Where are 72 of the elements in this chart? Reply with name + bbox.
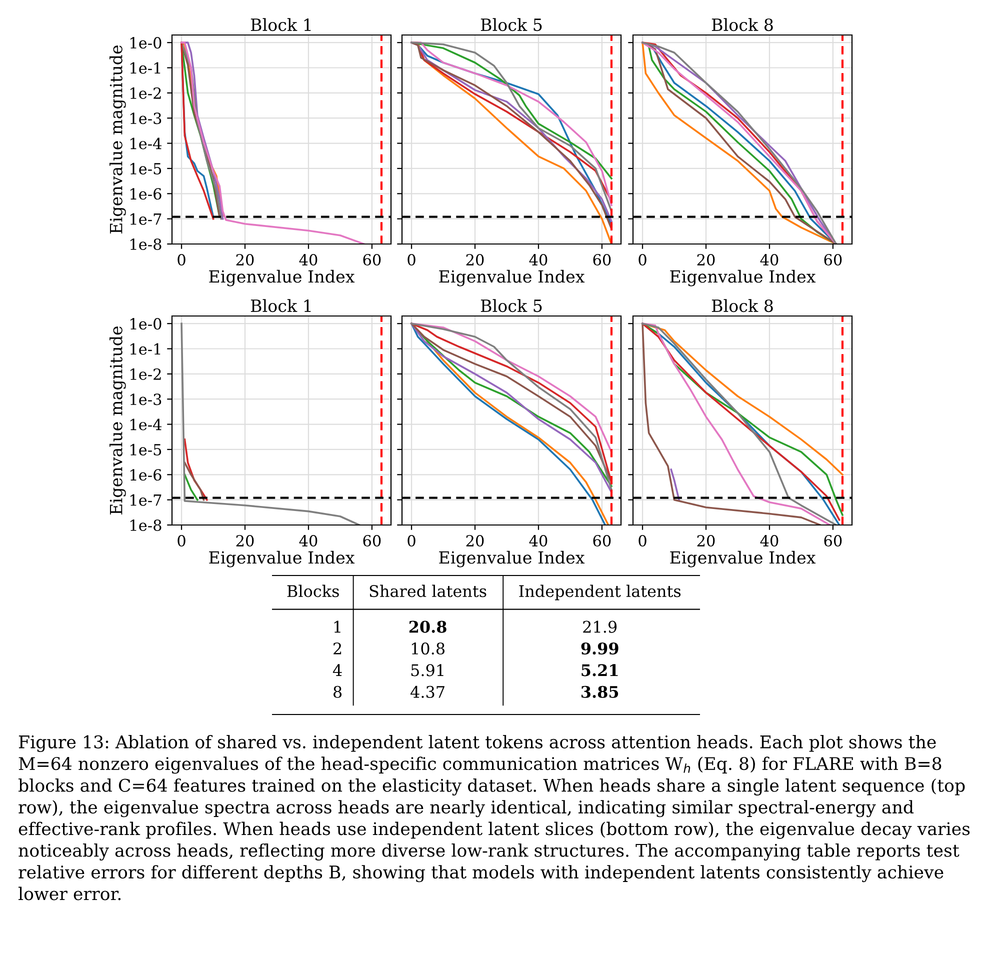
- text: Independent latents: [519, 584, 681, 600]
- data-label: 21.9: [583, 620, 617, 633]
- y-tick-label: 1e-7: [130, 213, 162, 225]
- y-tick-label: 1e-1: [130, 62, 160, 74]
- x-tick-label: 20: [236, 254, 254, 266]
- y-tick-label: 1e-6: [130, 469, 162, 481]
- data-label: 9.99: [581, 642, 618, 655]
- data-label: 10.8: [412, 642, 444, 655]
- data-label: 5.91: [411, 664, 444, 676]
- x-tick-label: 40: [760, 534, 778, 547]
- x-axis-title: Eigenvalue Index: [439, 270, 585, 286]
- y-tick-label: 1e-5: [130, 162, 162, 174]
- x-tick-label: 60: [824, 534, 842, 547]
- y-tick-label: 1e-4: [130, 138, 162, 150]
- chart-title: Block 8: [712, 299, 773, 312]
- x-tick-label: 60: [593, 254, 611, 266]
- y-tick-label: 1e-8: [130, 238, 162, 250]
- data-label: 5.21: [582, 664, 618, 676]
- x-tick-label: 0: [638, 254, 646, 266]
- x-tick-label: 60: [363, 534, 381, 547]
- x-tick-label: 0: [408, 534, 416, 547]
- y-tick-label: 1e-2: [130, 368, 161, 380]
- chart-title: Block 5: [480, 18, 542, 32]
- text: Shared latents: [370, 584, 486, 598]
- x-tick-label: 40: [529, 254, 548, 266]
- y-tick-label: 1e-3: [130, 112, 162, 124]
- x-tick-label: 0: [638, 534, 646, 547]
- x-tick-label: 60: [593, 534, 611, 547]
- x-tick-label: 60: [824, 254, 842, 266]
- x-axis-title: Eigenvalue Index: [209, 270, 355, 286]
- y-axis-title: Eigenvalue magnitude: [109, 326, 126, 514]
- chart-title: Block 1: [250, 299, 311, 312]
- y-tick-label: 1e-0: [130, 37, 162, 49]
- x-tick-label: 0: [178, 254, 186, 266]
- category-label: 1: [334, 620, 340, 633]
- x-axis-title: Eigenvalue Index: [209, 550, 355, 568]
- x-tick-label: 0: [408, 254, 416, 266]
- x-axis-title: Eigenvalue Index: [670, 550, 816, 568]
- y-tick-label: 1e-0: [130, 318, 162, 330]
- y-tick-label: 1e-7: [130, 494, 162, 506]
- x-tick-label: 20: [697, 534, 715, 547]
- category-label: 4: [332, 664, 342, 676]
- y-tick-label: 1e-5: [130, 444, 162, 456]
- x-tick-label: 40: [299, 254, 318, 266]
- category-label: 8: [334, 686, 342, 698]
- x-tick-label: 20: [466, 534, 484, 547]
- chart-title: Block 1: [250, 18, 311, 32]
- y-axis-title: Eigenvalue magnitude: [109, 45, 126, 234]
- text: Figure 13: Ablation of shared vs. independent latent tokens across attention heads. Each plot shows the M=64 nonzero eigenvalues of the head-specific communication matrices W$_{h}$ (Eq. 8) for FLARE with B=8 blocks and C=64 features trained on the elasticity dataset. When heads share a single latent sequence (top row), the eigenvalue spectra across heads are nearly identical, indicating similar spectral-energy and effective-rank profiles. When heads use independent latent slices (bottom row), the eigenvalue decay varies noticeably across heads, reflecting more diverse low-rank structures. The accompanying table reports test relative errors for different depths B, showing that models with independent latents consistently achieve lower error.: [18, 735, 970, 900]
- text: Blocks: [287, 584, 339, 598]
- category-label: 2: [334, 642, 342, 654]
- x-tick-label: 20: [466, 254, 484, 266]
- data-label: 3.85: [582, 686, 618, 698]
- x-axis-title: Eigenvalue Index: [439, 550, 585, 568]
- x-tick-label: 40: [529, 534, 548, 547]
- data-label: 4.37: [410, 686, 444, 698]
- y-tick-label: 1e-1: [130, 343, 160, 355]
- x-tick-label: 40: [299, 534, 318, 547]
- chart-title: Block 5: [480, 299, 542, 312]
- x-tick-label: 20: [697, 254, 715, 266]
- y-tick-label: 1e-2: [130, 87, 161, 99]
- y-tick-label: 1e-4: [130, 418, 162, 430]
- data-label: 20.8: [409, 620, 446, 633]
- y-tick-label: 1e-8: [130, 519, 162, 532]
- x-axis-title: Eigenvalue Index: [670, 270, 816, 286]
- y-tick-label: 1e-3: [130, 394, 162, 406]
- chart-title: Block 8: [712, 18, 773, 32]
- x-tick-label: 60: [363, 254, 381, 266]
- y-tick-label: 1e-6: [130, 188, 162, 200]
- x-tick-label: 0: [178, 534, 186, 547]
- x-tick-label: 20: [236, 534, 254, 547]
- x-tick-label: 40: [760, 254, 778, 266]
